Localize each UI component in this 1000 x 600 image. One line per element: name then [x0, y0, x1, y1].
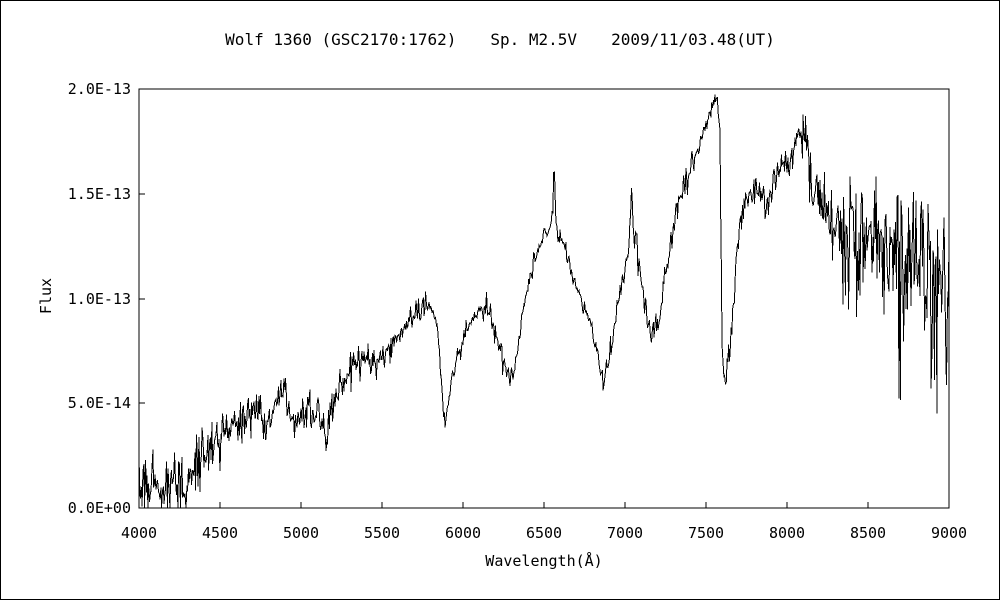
- x-axis-title: Wavelength(Å): [485, 552, 603, 570]
- x-tick-label: 8500: [850, 524, 886, 542]
- y-tick-label: 1.5E-13: [68, 185, 131, 203]
- spectrum-trace: [138, 94, 950, 509]
- y-tick-label: 1.0E-13: [68, 290, 131, 308]
- x-tick-label: 7500: [688, 524, 724, 542]
- x-tick-label: 8000: [769, 524, 805, 542]
- x-tick-label: 5000: [283, 524, 319, 542]
- x-tick-label: 7000: [607, 524, 643, 542]
- y-tick-label: 2.0E-13: [68, 80, 131, 98]
- x-tick-label: 9000: [931, 524, 967, 542]
- title-object-name: Wolf 1360 (GSC2170:1762): [225, 30, 457, 49]
- x-tick-label: 6000: [445, 524, 481, 542]
- x-tick-label: 4500: [202, 524, 238, 542]
- title-observation-date: 2009/11/03.48(UT): [611, 30, 775, 49]
- x-tick-label: 4000: [121, 524, 157, 542]
- chart-title: Wolf 1360 (GSC2170:1762) Sp. M2.5V 2009/…: [1, 31, 999, 49]
- plot-frame: [138, 88, 950, 509]
- x-tick-label: 5500: [364, 524, 400, 542]
- x-tick-label: 6500: [526, 524, 562, 542]
- y-tick-label: 0.0E+00: [68, 499, 131, 517]
- y-tick-label: 5.0E-14: [68, 394, 131, 412]
- title-spectral-type: Sp. M2.5V: [490, 30, 578, 49]
